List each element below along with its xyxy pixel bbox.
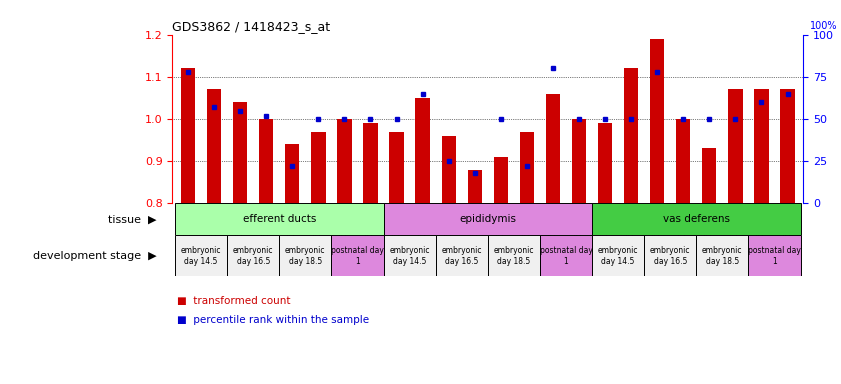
Bar [383, 204, 592, 235]
Bar [520, 132, 534, 204]
Bar [227, 235, 279, 276]
Bar [676, 119, 690, 204]
Text: ■  transformed count: ■ transformed count [177, 296, 290, 306]
Bar [624, 68, 638, 204]
Bar [754, 89, 769, 204]
Text: embryonic
day 14.5: embryonic day 14.5 [181, 246, 221, 266]
Bar [598, 123, 612, 204]
Bar [436, 235, 488, 276]
Text: embryonic
day 18.5: embryonic day 18.5 [494, 246, 534, 266]
Text: vas deferens: vas deferens [663, 214, 730, 224]
Text: embryonic
day 14.5: embryonic day 14.5 [389, 246, 430, 266]
Text: epididymis: epididymis [459, 214, 516, 224]
Text: embryonic
day 16.5: embryonic day 16.5 [650, 246, 690, 266]
Bar [383, 235, 436, 276]
Bar [389, 132, 404, 204]
Text: embryonic
day 18.5: embryonic day 18.5 [702, 246, 743, 266]
Text: embryonic
day 14.5: embryonic day 14.5 [598, 246, 638, 266]
Bar [363, 123, 378, 204]
Bar [540, 235, 592, 276]
Text: embryonic
day 16.5: embryonic day 16.5 [233, 246, 273, 266]
Text: postnatal day
1: postnatal day 1 [540, 246, 592, 266]
Bar [207, 89, 221, 204]
Bar [311, 132, 325, 204]
Bar [702, 149, 717, 204]
Bar [592, 204, 801, 235]
Text: embryonic
day 18.5: embryonic day 18.5 [285, 246, 325, 266]
Bar [181, 68, 195, 204]
Text: development stage  ▶: development stage ▶ [33, 251, 156, 261]
Bar [468, 170, 482, 204]
Bar [279, 235, 331, 276]
Bar [415, 98, 430, 204]
Text: tissue  ▶: tissue ▶ [108, 214, 156, 224]
Bar [488, 235, 540, 276]
Bar [748, 235, 801, 276]
Bar [331, 235, 383, 276]
Bar [728, 89, 743, 204]
Text: ■  percentile rank within the sample: ■ percentile rank within the sample [177, 315, 368, 325]
Bar [233, 102, 247, 204]
Bar [592, 235, 644, 276]
Bar [175, 235, 227, 276]
Text: efferent ducts: efferent ducts [242, 214, 316, 224]
Bar [494, 157, 508, 204]
Bar [696, 235, 748, 276]
Bar [780, 89, 795, 204]
Text: postnatal day
1: postnatal day 1 [748, 246, 801, 266]
Bar [546, 94, 560, 204]
Bar [259, 119, 273, 204]
Bar [572, 119, 586, 204]
Bar [650, 39, 664, 204]
Bar [442, 136, 456, 204]
Text: GDS3862 / 1418423_s_at: GDS3862 / 1418423_s_at [172, 20, 331, 33]
Text: postnatal day
1: postnatal day 1 [331, 246, 383, 266]
Text: 100%: 100% [809, 21, 837, 31]
Text: embryonic
day 16.5: embryonic day 16.5 [442, 246, 482, 266]
Bar [175, 204, 383, 235]
Bar [644, 235, 696, 276]
Bar [285, 144, 299, 204]
Bar [337, 119, 352, 204]
